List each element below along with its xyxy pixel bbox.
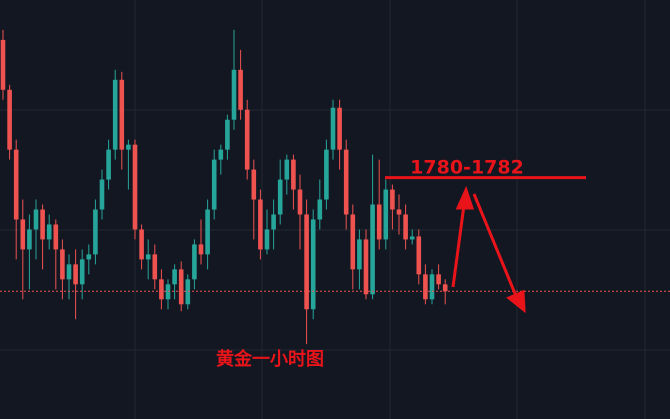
candle-body [231, 69, 237, 120]
candle-body [20, 219, 26, 250]
forecast-arrows [451, 185, 526, 314]
candle-body [396, 209, 402, 215]
candle-body [291, 159, 296, 190]
chart-title: 黄金一小时图 [216, 348, 324, 370]
candle-body [205, 209, 210, 255]
candle-body [218, 149, 224, 160]
candle-body [40, 209, 45, 240]
candle-body [53, 224, 59, 250]
candle-body [238, 69, 243, 110]
candles [0, 29, 670, 345]
candle-body [251, 169, 257, 200]
candle-body [66, 264, 72, 280]
candle-body [93, 209, 98, 255]
candle-body [198, 244, 204, 255]
candle-body [46, 224, 52, 240]
candle-body [86, 254, 92, 260]
candle-body [343, 149, 349, 215]
arrow-down [472, 193, 518, 297]
candle-body [337, 107, 342, 150]
candle-body [7, 89, 12, 150]
candle-body [139, 229, 144, 260]
candle-body [304, 214, 309, 310]
candle-body [297, 189, 303, 215]
candle-body [409, 236, 415, 240]
candle-body [126, 144, 131, 150]
candle-body [324, 149, 329, 200]
candle-body [145, 254, 151, 260]
candle-body [159, 279, 164, 300]
candle-body [119, 79, 125, 150]
candle-body [284, 159, 290, 180]
candle-body [436, 274, 441, 285]
candle-body [152, 254, 158, 280]
candle-body [350, 214, 356, 270]
candle-body [99, 179, 105, 210]
candle-body [403, 214, 408, 240]
candle-body [73, 264, 78, 285]
arrow-head [455, 185, 475, 210]
candle-body [60, 249, 65, 280]
candle-body [244, 109, 250, 170]
candle-body [132, 144, 138, 230]
candle-body [317, 199, 323, 220]
candle-body [423, 274, 428, 300]
candle-body [442, 284, 448, 292]
candle-body [172, 269, 177, 285]
candle-body [178, 269, 184, 305]
candle-body [277, 179, 283, 215]
candle-body [271, 214, 276, 230]
candle-body [106, 149, 111, 180]
annotation: 1780-1782 [410, 157, 524, 179]
candle-body [112, 79, 118, 150]
candle-body [416, 236, 422, 275]
candle-body [376, 204, 382, 240]
candle-body [211, 159, 217, 210]
candle-body [192, 244, 197, 280]
candle-body [225, 119, 230, 150]
candle-body [390, 189, 395, 210]
candle-body [264, 229, 270, 250]
candle-body [310, 219, 316, 310]
candle-body [33, 209, 39, 230]
candle-body [13, 149, 19, 220]
candle-body [383, 189, 389, 240]
candle-body [330, 107, 336, 150]
candle-body [27, 229, 32, 250]
candle-body [258, 199, 263, 250]
candle-body [363, 239, 369, 295]
arrow-up [451, 204, 466, 288]
candle-body [429, 274, 435, 300]
candle-body [370, 204, 375, 295]
candle-body [79, 259, 85, 285]
candle-body [357, 239, 362, 270]
candle-body [0, 39, 6, 90]
arrow-head [506, 289, 526, 314]
candle-body [185, 279, 191, 305]
